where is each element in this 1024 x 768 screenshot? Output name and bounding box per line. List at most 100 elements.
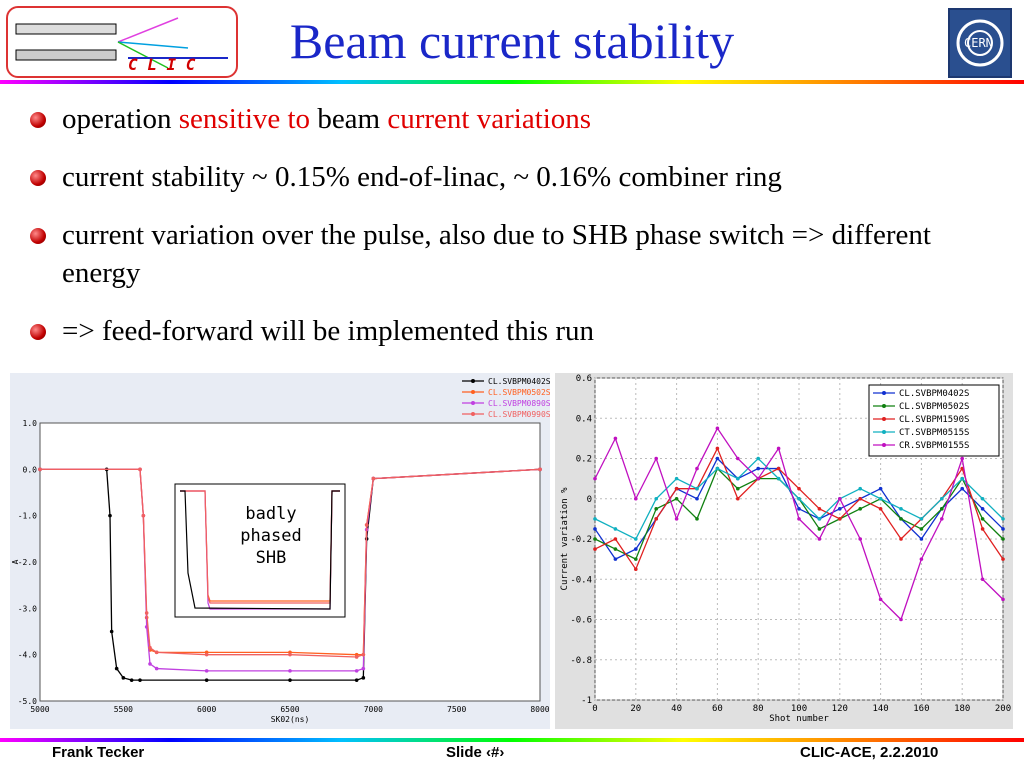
data-point [899, 517, 903, 521]
legend-label: CL.SVBPM0502S [899, 402, 969, 412]
data-point [593, 547, 597, 551]
data-point [980, 527, 985, 531]
legend-label: CL.SVBPM0890S [488, 399, 550, 408]
data-point [797, 507, 801, 511]
y-axis-label: Current variation % [560, 487, 570, 591]
data-point [715, 426, 720, 431]
footer-divider [0, 738, 1024, 742]
data-point [980, 507, 985, 511]
y-tick-label: -5.0 [18, 697, 37, 706]
y-tick-label: -0.6 [570, 616, 592, 626]
data-point [919, 527, 924, 531]
x-tick-label: 20 [630, 704, 641, 714]
data-point [154, 666, 159, 671]
legend-label: CL.SVBPM1590S [899, 415, 969, 425]
data-point [858, 486, 862, 491]
bullet-segment: operation [62, 103, 179, 135]
data-point [858, 537, 862, 541]
legend-marker [471, 401, 475, 405]
y-tick-label: 0.2 [576, 455, 592, 465]
data-point [634, 547, 638, 551]
data-point [695, 496, 699, 501]
data-point [613, 557, 618, 561]
bullet-text: current stability ~ 0.15% end-of-linac, … [62, 161, 782, 193]
bullet-item: current stability ~ 0.15% end-of-linac, … [30, 158, 1010, 196]
data-point [695, 486, 699, 491]
data-point [980, 496, 985, 501]
data-point [138, 467, 142, 472]
y-tick-label: 0.4 [576, 414, 592, 424]
y-axis-label: A [11, 559, 20, 564]
data-point [940, 496, 944, 501]
x-tick-label: 60 [712, 704, 723, 714]
highlight-text: sensitive to [178, 103, 311, 135]
bullet-segment: current stability ~ 0.15% end-of-linac, … [62, 161, 782, 193]
cern-logo: CERN [948, 8, 1012, 78]
data-point [108, 513, 112, 518]
data-point [154, 650, 159, 655]
data-point [736, 456, 740, 461]
y-tick-label: -1 [581, 696, 592, 706]
x-tick-label: 7000 [364, 705, 383, 714]
data-point [204, 678, 209, 682]
data-point [838, 507, 842, 511]
data-point [715, 456, 720, 461]
data-point [1001, 597, 1005, 602]
x-axis-label: SK02(ns) [271, 715, 310, 724]
data-point [817, 507, 822, 511]
data-point [138, 678, 142, 682]
data-point [776, 476, 781, 481]
legend-label: CL.SVBPM0402S [488, 377, 550, 386]
legend-marker [471, 390, 475, 394]
x-tick-label: 0 [592, 704, 597, 714]
pulse-current-chart-svg: 5000 5500 6000 6500 7000 7500 8000 1.0 0.0 -1.0 -2… [11, 377, 551, 724]
data-point [736, 486, 740, 491]
y-tick-label: -0.4 [570, 575, 592, 585]
data-point [899, 507, 903, 511]
data-point [1001, 557, 1005, 561]
data-point [1001, 537, 1005, 541]
data-point [634, 537, 638, 541]
data-point [919, 557, 924, 561]
legend-marker [471, 412, 475, 416]
inset-annotation: SHB [256, 548, 287, 568]
bullet-item: current variation over the pulse, also d… [30, 216, 1010, 292]
data-point [715, 446, 720, 451]
data-point [797, 496, 801, 501]
data-point [354, 655, 359, 659]
legend-marker [882, 443, 886, 447]
legend-label: CL.SVBPM0402S [899, 389, 969, 399]
data-point [288, 669, 292, 673]
legend-box [868, 384, 1000, 457]
inset-box [174, 483, 346, 618]
data-point [695, 466, 699, 471]
data-point [878, 507, 883, 511]
data-point [654, 496, 658, 501]
bullet-icon [30, 228, 46, 244]
legend-marker [882, 417, 886, 421]
data-point [736, 496, 740, 501]
data-point [919, 517, 924, 521]
inset-annotation: badly [245, 504, 296, 524]
y-tick-label: -0.8 [570, 656, 592, 666]
x-tick-label: 120 [832, 704, 848, 714]
data-point [634, 567, 638, 571]
data-point [204, 669, 209, 673]
x-tick-label: 160 [913, 704, 929, 714]
data-point [674, 517, 679, 521]
data-point [756, 476, 760, 481]
y-tick-label: -2.0 [18, 558, 37, 567]
highlight-text: current variations [387, 103, 592, 135]
data-point [613, 537, 618, 541]
data-point [858, 496, 862, 501]
data-point [371, 476, 376, 481]
data-point [364, 523, 369, 527]
data-point [797, 517, 801, 521]
clic-logo-graphic: C L I C [15, 17, 228, 74]
legend-marker [471, 379, 475, 383]
data-point [899, 537, 903, 541]
bullet-segment: beam [310, 103, 388, 135]
y-tick-label: -4.0 [18, 651, 37, 660]
data-point [361, 676, 366, 680]
x-tick-label: 180 [954, 704, 970, 714]
